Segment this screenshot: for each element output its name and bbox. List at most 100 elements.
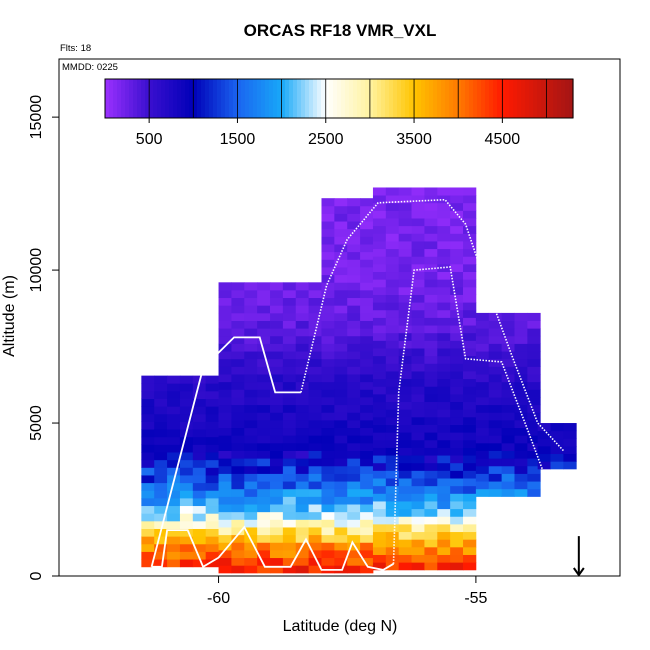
heatmap-cell: [372, 546, 387, 555]
heatmap-cell: [514, 473, 528, 482]
heatmap-cell: [270, 458, 284, 467]
colorbar-swatch: [381, 79, 386, 118]
plot-frame: [58, 58, 621, 577]
heatmap-cell: [360, 221, 374, 230]
heatmap-cell: [411, 455, 425, 464]
heatmap-cell: [308, 328, 322, 337]
heatmap-cell: [385, 279, 400, 288]
heatmap-cell: [205, 520, 219, 529]
flight-track: [150, 198, 564, 571]
heatmap-cell: [501, 442, 515, 451]
colorbar-swatch: [565, 79, 570, 118]
colorbar-swatch: [185, 79, 190, 118]
heatmap-cell: [411, 401, 425, 410]
heatmap-cell: [360, 320, 374, 329]
heatmap-cell: [205, 505, 219, 514]
heatmap-cell: [463, 248, 477, 257]
arrow-head: [573, 567, 585, 577]
heatmap-cell: [334, 213, 348, 222]
heatmap-cell: [295, 328, 310, 337]
heatmap-cell: [463, 485, 477, 494]
heatmap-cell: [372, 218, 387, 227]
heatmap-cell: [411, 447, 425, 456]
heatmap-cell: [398, 393, 412, 403]
heatmap-cell: [308, 557, 322, 566]
heatmap-cell: [411, 256, 425, 265]
heatmap-cell: [372, 271, 387, 280]
heatmap-cell: [179, 444, 194, 453]
heatmap-cell: [295, 320, 310, 329]
heatmap-cell: [437, 439, 451, 448]
heatmap-cell: [411, 286, 425, 295]
heatmap-cell: [257, 549, 271, 559]
heatmap-cell: [231, 557, 245, 566]
x-tick-label: -55: [464, 590, 487, 607]
heatmap-cell: [463, 279, 477, 288]
heatmap-cell: [334, 366, 348, 375]
heatmap-cell: [334, 527, 348, 536]
heatmap-cell: [141, 467, 155, 476]
heatmap-cell: [334, 328, 348, 337]
heatmap-cell: [308, 496, 322, 505]
heatmap-cell: [205, 543, 219, 552]
heatmap-cell: [527, 412, 541, 421]
heatmap-cell: [411, 508, 425, 517]
colorbar-gradient: [105, 79, 574, 118]
heatmap-cell: [385, 393, 400, 403]
heatmap-cell: [360, 511, 374, 520]
heatmap-cell: [321, 412, 335, 421]
colorbar-swatch: [341, 79, 346, 118]
heatmap-cell: [372, 508, 387, 517]
heatmap-cell: [231, 496, 245, 505]
heatmap-cell: [244, 335, 258, 344]
heatmap-cell: [295, 481, 310, 490]
heatmap-cell: [282, 312, 297, 321]
heatmap-cell: [398, 233, 412, 242]
heatmap-cell: [411, 501, 425, 510]
heatmap-cell: [411, 554, 425, 563]
heatmap-cell: [282, 297, 297, 306]
heatmap-cell: [527, 366, 541, 375]
heatmap-cell: [514, 442, 528, 451]
heatmap-cell: [360, 557, 374, 566]
heatmap-cell: [360, 496, 374, 505]
heatmap-cell: [347, 221, 361, 230]
heatmap-cell: [437, 355, 451, 364]
heatmap-cell: [334, 358, 348, 367]
heatmap-cell: [411, 424, 425, 433]
heatmap-cell: [437, 225, 451, 234]
heatmap-cell: [244, 511, 258, 520]
heatmap-cell: [437, 501, 451, 510]
heatmap-cell: [424, 485, 438, 494]
heatmap-cell: [205, 383, 219, 392]
heatmap-cell: [321, 198, 335, 207]
heatmap-cell: [347, 244, 361, 253]
heatmap-cell: [295, 519, 310, 528]
heatmap-cell: [372, 233, 387, 242]
heatmap-cell: [167, 482, 181, 491]
heatmap-cell: [514, 328, 528, 337]
heatmap-cell: [450, 248, 464, 257]
heatmap-cell: [450, 462, 464, 471]
heatmap-cell: [424, 393, 438, 403]
heatmap-cell: [450, 294, 464, 303]
heatmap-cell: [450, 241, 464, 250]
heatmap-cell: [347, 465, 361, 474]
heatmap-cell: [347, 412, 361, 421]
heatmap-cell: [360, 244, 374, 253]
heatmap-cell: [385, 424, 400, 433]
heatmap-cell: [437, 447, 451, 456]
heatmap-cell: [424, 286, 438, 295]
heatmap-cell: [295, 404, 310, 413]
heatmap-cell: [231, 381, 245, 390]
heatmap-cell: [475, 412, 490, 421]
heatmap-cell: [295, 366, 310, 375]
heatmap-cell: [141, 520, 155, 529]
heatmap-cell: [411, 378, 425, 387]
heatmap-cell: [231, 549, 245, 559]
heatmap-cell: [360, 259, 374, 268]
heatmap-cell: [475, 465, 490, 474]
heatmap-cell: [372, 516, 387, 525]
heatmap-cell: [282, 450, 297, 459]
heatmap-cell: [154, 375, 168, 384]
